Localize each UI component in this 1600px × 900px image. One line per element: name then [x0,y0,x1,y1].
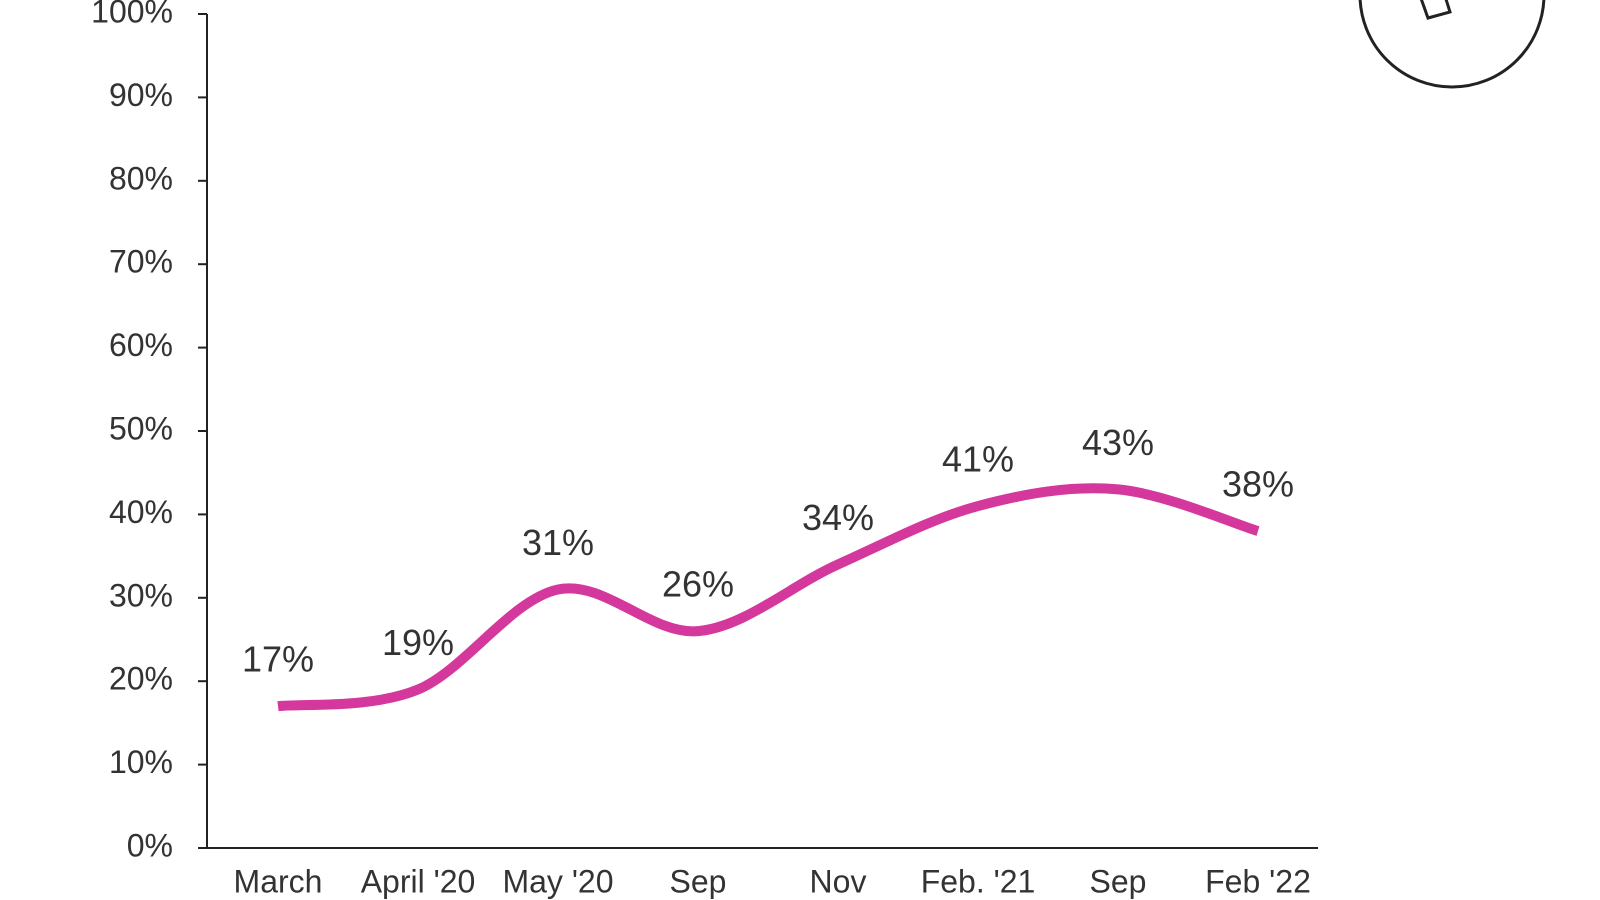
data-label: 38% [1222,464,1294,505]
data-label: 31% [522,522,594,563]
y-tick-label: 40% [109,494,173,530]
x-tick-label: March [234,863,323,899]
x-tick-label: Sep [670,863,727,899]
x-tick-label: Sep [1090,863,1147,899]
y-tick-label: 30% [109,577,173,613]
y-tick-label: 70% [109,244,173,280]
data-label: 19% [382,622,454,663]
x-tick-label: Feb '22 [1205,863,1311,899]
logo [1358,0,1546,89]
x-tick-label: May '20 [502,863,613,899]
data-label: 17% [242,639,314,680]
line [277,483,1260,712]
x-tick-label: Feb. '21 [921,863,1036,899]
x-tick-label: Nov [810,863,867,899]
data-label: 43% [1082,422,1154,463]
data-label: 34% [802,497,874,538]
y-tick-label: 50% [109,410,173,446]
y-tick-label: 10% [109,744,173,780]
y-tick-label: 0% [127,827,173,863]
data-label: 26% [662,564,734,605]
data-label: 41% [942,439,1014,480]
y-tick-label: 80% [109,160,173,196]
y-tick-label: 100% [91,0,173,29]
y-tick-label: 20% [109,661,173,697]
x-tick-label: April '20 [361,863,476,899]
y-tick-label: 60% [109,327,173,363]
y-tick-label: 90% [109,77,173,113]
